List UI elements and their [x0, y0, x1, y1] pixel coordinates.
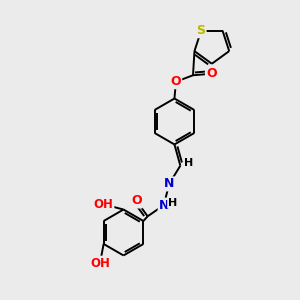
Text: H: H — [184, 158, 193, 168]
Text: OH: OH — [91, 256, 111, 270]
Text: H: H — [168, 198, 177, 208]
Text: O: O — [206, 67, 217, 80]
Text: S: S — [196, 24, 206, 37]
Text: OH: OH — [94, 198, 113, 211]
Text: O: O — [171, 75, 181, 88]
Text: N: N — [159, 199, 169, 212]
Text: O: O — [131, 194, 142, 208]
Text: N: N — [164, 177, 174, 190]
